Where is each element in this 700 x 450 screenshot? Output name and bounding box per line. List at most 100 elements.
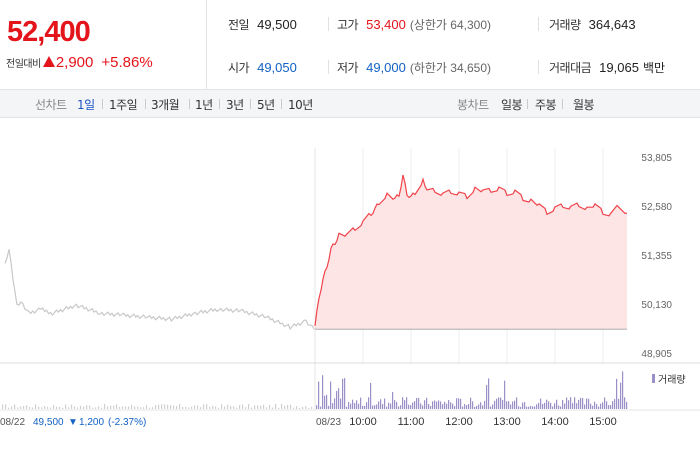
- volume-bar: [65, 404, 67, 409]
- tab-1-week[interactable]: 1주일: [109, 98, 138, 112]
- volume-bar: [170, 405, 172, 409]
- volume-bar: [390, 403, 392, 409]
- tab-monthly-candle[interactable]: 월봉: [573, 98, 595, 112]
- volume-bar: [311, 406, 313, 409]
- tab-daily-candle[interactable]: 일봉: [501, 98, 523, 112]
- volume-bar: [50, 407, 52, 409]
- volume-bar: [95, 407, 97, 409]
- tab-1-year[interactable]: 1년: [195, 98, 213, 112]
- y-axis: 53,805 52,580 51,355 50,130 48,905: [0, 153, 700, 411]
- volume-bar: [299, 407, 301, 409]
- volume-bar: [454, 406, 456, 409]
- tab-divider: [281, 99, 282, 109]
- volume-bar: [32, 407, 34, 409]
- volume-bar: [378, 401, 380, 409]
- volume-bar: [386, 406, 388, 409]
- volume-bar: [468, 403, 470, 409]
- volume-bar: [83, 406, 85, 409]
- volume-bar: [188, 407, 190, 409]
- volume-bar: [146, 405, 148, 409]
- volume-bar: [514, 400, 516, 409]
- volume-bar: [554, 403, 556, 409]
- volume-bar: [610, 405, 612, 409]
- volume-bar: [2, 404, 4, 409]
- tab-divider: [189, 99, 190, 109]
- volume-bar: [128, 406, 130, 409]
- volume-bar: [504, 380, 506, 409]
- volume-bar: [448, 400, 450, 409]
- volume-bar: [224, 406, 226, 409]
- volume-bar: [308, 407, 310, 409]
- volume-bar: [254, 405, 256, 409]
- intraday-chart[interactable]: 53,805 52,580 51,355 50,130 48,905 거래량 08/22…: [0, 118, 700, 450]
- tab-divider: [250, 99, 251, 109]
- volume-bar: [568, 400, 570, 409]
- tab-3-years[interactable]: 3년: [226, 98, 244, 112]
- volume-bar: [478, 404, 480, 409]
- change-row: 전일대비 2,900 +5.86%: [6, 53, 153, 71]
- volume-bar: [380, 399, 382, 409]
- volume-bar: [556, 399, 558, 409]
- tab-10-years[interactable]: 10년: [288, 98, 313, 112]
- volume-bar: [582, 398, 584, 409]
- tab-divider: [562, 99, 563, 109]
- volume-bar: [592, 405, 594, 409]
- volume-bar: [74, 406, 76, 409]
- volume-bar: [80, 405, 82, 409]
- volume-bar: [110, 405, 112, 409]
- volume-bar: [185, 406, 187, 409]
- volume-bar: [107, 406, 109, 409]
- volume-bar: [125, 406, 127, 409]
- price-summary: 52,400 전일대비 2,900 +5.86%: [0, 0, 207, 90]
- volume-bar: [578, 399, 580, 409]
- stat-label: 시가: [228, 61, 250, 75]
- volume-legend-label: 거래량: [658, 374, 686, 386]
- volume-bar: [200, 407, 202, 409]
- volume-bar: [488, 378, 490, 409]
- volume-bar: [546, 399, 548, 409]
- volume-bar: [444, 401, 446, 409]
- x-tick-label: 11:00: [398, 416, 425, 428]
- volume-bar: [584, 404, 586, 409]
- volume-bar: [626, 401, 628, 409]
- volume-bar: [536, 404, 538, 409]
- volume-bar: [44, 406, 46, 409]
- volume-bar: [600, 403, 602, 409]
- volume-bar: [532, 406, 534, 409]
- volume-bar: [594, 401, 596, 409]
- volume-bar: [416, 398, 418, 409]
- tab-1-day[interactable]: 1일: [77, 98, 95, 112]
- tab-weekly-candle[interactable]: 주봉: [535, 98, 557, 112]
- volume-bar: [544, 402, 546, 409]
- volume-bar: [176, 405, 178, 409]
- volume-bar: [562, 399, 564, 409]
- volume-bar: [334, 398, 336, 409]
- up-triangle-icon: [42, 56, 55, 67]
- volume-bar: [149, 407, 151, 409]
- volume-bar: [86, 405, 88, 409]
- volume-bar: [245, 407, 247, 409]
- today-date-label: 08/23: [316, 417, 341, 428]
- volume-bar: [354, 403, 356, 409]
- volume-bar: [324, 395, 326, 409]
- volume-bar: [212, 405, 214, 409]
- volume-bar: [332, 403, 334, 409]
- volume-bar: [602, 402, 604, 409]
- volume-bar: [215, 406, 217, 409]
- volume-bar: [408, 404, 410, 409]
- volume-bar: [92, 407, 94, 409]
- volume-bar: [456, 398, 458, 409]
- y-tick-label: 51,355: [641, 251, 672, 262]
- volume-bar: [616, 378, 618, 409]
- tab-3-months[interactable]: 3개월: [151, 98, 180, 112]
- volume-bar: [458, 398, 460, 409]
- tab-5-years[interactable]: 5년: [257, 98, 275, 112]
- volume-bar: [574, 397, 576, 409]
- stat-label: 저가: [337, 61, 359, 75]
- period-tabbar: 선차트 1일 1주일 3개월 1년 3년 5년 10년 봉차트 일봉 주봉 월봉: [0, 90, 700, 118]
- y-tick-label: 48,905: [641, 349, 672, 360]
- volume-bar: [484, 400, 486, 409]
- volume-bar: [528, 406, 530, 409]
- stat-high: 고가 53,400 (상한가 64,300): [337, 16, 491, 33]
- stat-prev-close: 전일 49,500: [228, 16, 297, 33]
